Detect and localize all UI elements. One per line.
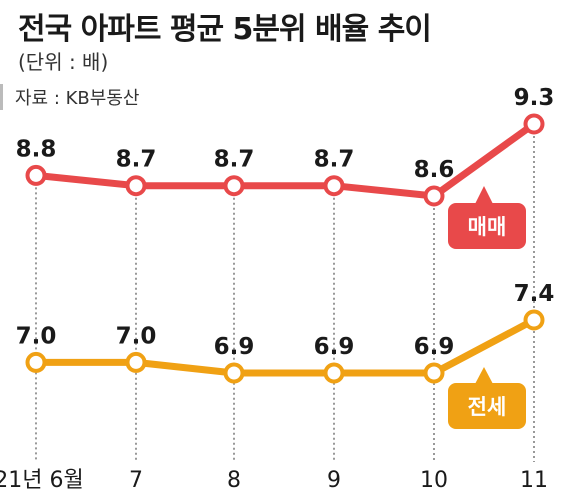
data-label: 7.0: [116, 323, 157, 349]
data-point: [423, 185, 445, 207]
data-label: 8.7: [214, 147, 255, 173]
x-tick-label: '21년 6월: [0, 468, 84, 493]
data-label: 7.0: [16, 323, 57, 349]
data-point: [223, 362, 245, 384]
series-tag-pointer: [475, 367, 493, 384]
data-point: [523, 113, 545, 135]
data-point: [423, 362, 445, 384]
data-label: 7.4: [514, 281, 555, 307]
data-point: [25, 351, 47, 373]
unit-label: (단위 : 배): [18, 50, 109, 74]
data-labels: 8.8 8.7 8.7 8.7 8.6 9.3 7.0 7.0 6.9 6.9 6.9 7.4: [16, 85, 555, 360]
series-tag-label: 매매: [468, 215, 507, 239]
x-tick-label: 9: [327, 468, 341, 493]
series-line-0: [32, 120, 538, 200]
x-tick-label: 8: [227, 468, 241, 493]
x-tick-label: 10: [420, 468, 448, 493]
series-tag-label: 전세: [468, 395, 507, 419]
series-tag-box: [448, 203, 526, 249]
chart-title: 전국 아파트 평균 5분위 배율 추이: [18, 12, 432, 47]
data-point: [223, 175, 245, 197]
data-label: 9.3: [514, 85, 555, 111]
data-point: [523, 309, 545, 331]
data-points: [25, 113, 545, 384]
data-point: [125, 351, 147, 373]
x-tick-label: 11: [520, 468, 548, 493]
data-point: [323, 362, 345, 384]
vertical-guides: [35, 116, 535, 462]
data-label: 6.9: [214, 334, 255, 360]
data-label: 8.6: [414, 157, 455, 183]
data-point: [125, 175, 147, 197]
data-label: 8.8: [16, 136, 57, 162]
source-label: 자료 : KB부동산: [0, 84, 139, 110]
data-point: [323, 175, 345, 197]
data-label: 6.9: [314, 334, 355, 360]
x-tick-label: 7: [129, 468, 143, 493]
series-tag-box: [448, 383, 526, 429]
data-label: 8.7: [116, 147, 157, 173]
series-tag-pointer: [475, 186, 493, 204]
data-label: 8.7: [314, 147, 355, 173]
data-label: 6.9: [414, 334, 455, 360]
data-point: [25, 164, 47, 186]
series-lines: [32, 120, 538, 377]
x-axis-ticks: '21년 6월 7 8 9 10 11: [0, 468, 548, 493]
series-line-1: [32, 316, 538, 377]
